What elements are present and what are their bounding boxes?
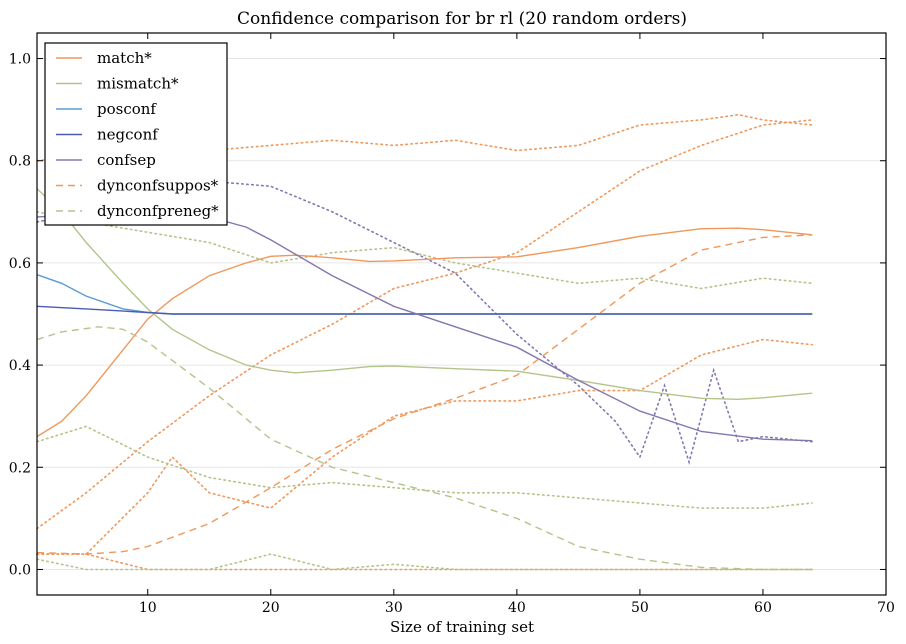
- plot-frame: [36, 32, 887, 596]
- legend-label: dynconfsuppos*: [97, 177, 219, 195]
- envelope-dotted-line: [36, 553, 814, 571]
- x-tick-label: 50: [631, 600, 649, 616]
- chart-title: Confidence comparison for br rl (20 rand…: [237, 9, 687, 29]
- y-tick-label: 0.8: [9, 154, 31, 170]
- series-line-match: [36, 227, 813, 438]
- envelope-dotted-line: [36, 338, 814, 555]
- x-tick-label: 10: [139, 600, 157, 616]
- series-line-negconf: [36, 305, 813, 315]
- legend: match* mismatch* posconf negconf confsep dync…: [44, 42, 228, 226]
- envelope-dotted-line: [36, 211, 814, 290]
- series-line-confsep: [36, 211, 813, 442]
- x-tick-label: 30: [385, 600, 403, 616]
- legend-label: dynconfpreneg*: [97, 202, 219, 220]
- legend-label: confsep: [97, 151, 156, 169]
- legend-label: negconf: [97, 126, 159, 144]
- envelope-dotted-line: [36, 553, 814, 571]
- series-line-dynconfsuppos: [36, 234, 813, 555]
- x-tick-label: 20: [262, 600, 280, 616]
- legend-label: posconf: [97, 100, 157, 118]
- x-tick-label: 70: [877, 600, 895, 616]
- series-line-posconf: [36, 274, 813, 315]
- x-tick-label: 60: [754, 600, 772, 616]
- series-line-dynconfpreneg: [36, 326, 813, 571]
- series-line-mismatch: [36, 188, 813, 401]
- y-tick-label: 0.4: [9, 358, 31, 374]
- y-tick-label: 0.2: [9, 460, 31, 476]
- x-tick-label: 40: [508, 600, 526, 616]
- y-tick-label: 1.0: [9, 52, 31, 68]
- y-tick-label: 0.6: [9, 256, 31, 272]
- legend-label: match*: [97, 49, 152, 67]
- y-tick-label: 0.0: [9, 562, 31, 578]
- x-axis-label: Size of training set: [390, 618, 534, 636]
- legend-label: mismatch*: [97, 75, 179, 93]
